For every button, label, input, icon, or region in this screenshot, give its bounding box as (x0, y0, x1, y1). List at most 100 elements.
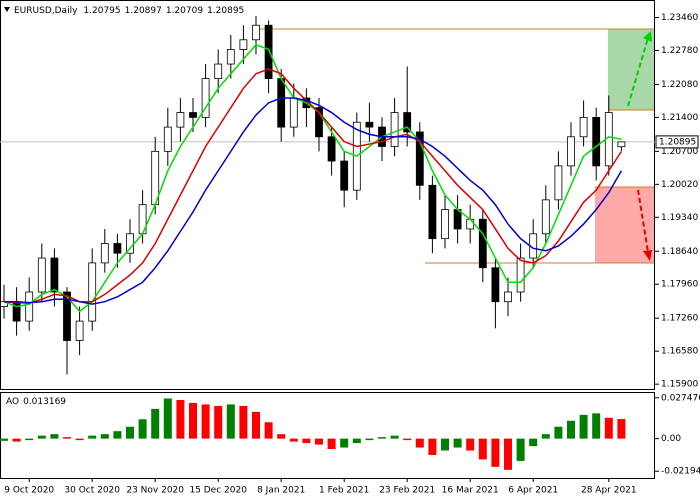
ao-bar (516, 438, 525, 461)
y-tick-label: 1.21400 (661, 113, 698, 123)
ao-title: AO (6, 397, 19, 407)
candle-body (277, 78, 286, 128)
candle-body (189, 112, 197, 118)
x-tick-label: 23 Feb 2021 (379, 486, 435, 496)
candle-body (239, 39, 248, 50)
candle-body (100, 243, 109, 264)
ao-bar (604, 417, 613, 439)
ao-bar (315, 438, 323, 445)
x-tick-label: 23 Nov 2020 (126, 486, 184, 496)
candle-body (403, 112, 412, 133)
candle-body (252, 24, 260, 41)
candle-body (176, 112, 185, 128)
ao-bar (176, 399, 185, 439)
ao-bar (226, 404, 235, 439)
candle-body (390, 112, 399, 147)
ao-bar (37, 435, 46, 439)
y-tick-label: 1.20020 (661, 180, 698, 190)
symbol-icon (4, 7, 10, 12)
candle-body (466, 218, 475, 230)
candle-body (340, 160, 349, 191)
ao-bar (504, 438, 512, 470)
ao-bar (441, 438, 449, 451)
ao-bar (617, 419, 626, 439)
candle-body (541, 199, 550, 235)
y-tick-label: 1.19340 (661, 213, 698, 223)
ao-bar (163, 398, 172, 439)
candle-body (478, 218, 487, 269)
ao-frame (0, 392, 655, 479)
ao-bar (365, 438, 374, 441)
ao-bar (100, 434, 109, 439)
ao-bar (340, 438, 349, 448)
candle-body (415, 131, 424, 186)
ao-bar (428, 438, 437, 455)
ao-bar (214, 405, 223, 439)
candle-body (365, 121, 374, 128)
ao-bar (554, 426, 563, 439)
down-arrow-head (643, 250, 652, 261)
price-tag-label: 1.20895 (659, 137, 696, 147)
main-frame (0, 0, 655, 390)
y-tick-label: 1.15900 (661, 380, 698, 390)
x-tick-label: 28 Apr 2021 (581, 486, 637, 496)
up-arrow-head (643, 31, 652, 42)
ao-bar (378, 437, 386, 439)
ao-bar (327, 438, 336, 450)
y-tick-label: 1.18640 (661, 247, 698, 257)
ao-bar (302, 438, 311, 444)
ao-bar (289, 438, 298, 442)
ao-bar (264, 422, 273, 439)
symbol: EURUSD,Daily (14, 6, 78, 16)
ao-bar (63, 437, 71, 439)
ao-bar (403, 438, 412, 441)
ao-bar (579, 414, 588, 439)
ao-bar (201, 404, 210, 439)
header: EURUSD,Daily 1.20795 1.20897 1.20709 1.20895 (14, 6, 244, 16)
candle-body (75, 320, 84, 341)
ao-bar (352, 438, 361, 444)
candle-body (163, 126, 172, 152)
ao-bar (138, 419, 147, 439)
y-tick-label: 1.16580 (661, 347, 698, 357)
ao-bar (453, 438, 462, 448)
y-tick-label: -0.021944 (661, 467, 700, 477)
candle-body (617, 141, 626, 148)
open-value: 1.20795 (83, 6, 120, 16)
down-arrow (637, 189, 649, 253)
y-tick-label: 1.17260 (661, 314, 698, 324)
candle-body (579, 117, 588, 138)
low-value: 1.20709 (166, 6, 203, 16)
ao-bar (239, 405, 248, 439)
candle-body (327, 136, 336, 162)
ao-bar (541, 434, 550, 439)
candle-body (88, 262, 97, 322)
ao-bar (0, 438, 8, 441)
candle-body (214, 63, 223, 80)
ao-bar (529, 438, 538, 447)
ao-bar (113, 431, 122, 439)
candle-body (428, 184, 437, 240)
y-tick-label: 1.23460 (661, 13, 698, 23)
up-arrow (627, 37, 649, 107)
high-value: 1.20897 (125, 6, 162, 16)
ao-bar (390, 435, 399, 439)
ao-bar (151, 408, 160, 439)
moving-average (3, 68, 623, 304)
candle-body (491, 267, 500, 303)
y-tick-label: 1.22780 (661, 46, 698, 56)
x-tick-label: 8 Jan 2021 (257, 486, 305, 496)
x-tick-label: 30 Oct 2020 (64, 486, 120, 496)
candle-body (25, 291, 34, 322)
candle-body (592, 117, 601, 167)
analysis-layer (255, 28, 654, 264)
y-tick-label: 1.22080 (661, 80, 698, 90)
price-tag (655, 135, 699, 149)
candle-body (554, 165, 563, 201)
ao-bar (126, 426, 134, 439)
candle-body (441, 209, 449, 240)
ao-value: 0.013169 (23, 397, 66, 407)
y-tick-label: 0.00 (661, 434, 681, 444)
ao-bar (466, 438, 475, 451)
ao-header: AO 0.013169 (6, 397, 66, 407)
